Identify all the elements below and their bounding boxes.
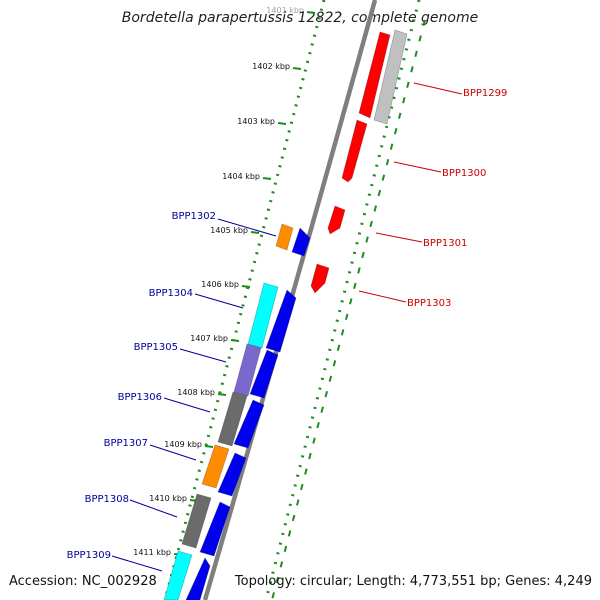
label-leader [358, 290, 407, 303]
tick-mark [292, 67, 302, 70]
tick-mark [241, 285, 251, 288]
tick-mark [250, 231, 260, 234]
map-title: Bordetella parapertussis 12822, complete… [121, 10, 479, 26]
reverse-gene-label[interactable]: BPP1307 [104, 438, 148, 449]
accession-text: Accession: NC_002928 [9, 574, 157, 589]
inner-dotted-guide [163, 0, 326, 600]
gene-bpp1307[interactable] [217, 452, 247, 497]
outer-dashed-guide [271, 19, 426, 600]
topology-text: Topology: circular; Length: 4,773,551 bp… [234, 574, 592, 589]
label-leader [194, 293, 244, 309]
reverse-gene-label[interactable]: BPP1302 [172, 211, 216, 222]
gene-bpp1304[interactable] [265, 289, 297, 353]
reverse-gene-label[interactable]: BPP1304 [149, 288, 193, 299]
label-leader [413, 82, 463, 95]
gene-bpp1306-partner[interactable] [217, 391, 248, 447]
reverse-gene-label[interactable]: BPP1309 [67, 550, 111, 561]
reverse-gene-label[interactable]: BPP1306 [118, 392, 162, 403]
gene-bpp1303[interactable] [310, 263, 330, 294]
gene-bpp1309[interactable] [185, 557, 211, 600]
gene-labels: BPP1299 BPP1300 BPP1301 BPP1303 BPP1302 BPP13… [67, 82, 507, 572]
label-leader [393, 161, 442, 173]
tick-label: 1405 kbp [210, 226, 248, 235]
gene-bpp1299[interactable] [358, 31, 391, 119]
gene-bpp1305-partner[interactable] [233, 343, 262, 397]
reverse-gene-label[interactable]: BPP1308 [85, 494, 129, 505]
tick-label: 1410 kbp [149, 494, 187, 503]
forward-gene-label[interactable]: BPP1303 [407, 298, 451, 309]
gene-bpp1299-partner[interactable] [373, 29, 408, 125]
tick-mark [262, 177, 272, 180]
tick-label: 1401 kbp [266, 6, 304, 15]
gene-bpp1306[interactable] [233, 399, 265, 449]
tick-label: 1407 kbp [190, 334, 228, 343]
tick-label: 1402 kbp [252, 62, 290, 71]
gene-bpp1302[interactable] [291, 227, 311, 257]
forward-gene-label[interactable]: BPP1300 [442, 168, 486, 179]
gene-bpp1308[interactable] [199, 501, 231, 557]
dotted-guides [163, 0, 426, 600]
gene-bpp1304-partner[interactable] [247, 282, 279, 349]
gene-bpp1305[interactable] [249, 349, 279, 399]
tick-label: 1404 kbp [222, 172, 260, 181]
tick-mark [217, 393, 227, 396]
gene-bpp1309-partner[interactable] [163, 550, 193, 600]
tick-label: 1411 kbp [133, 548, 171, 557]
label-leader [375, 232, 423, 243]
forward-gene-label[interactable]: BPP1301 [423, 238, 467, 249]
tick-ruler: 1401 kbp 1402 kbp 1403 kbp 1404 kbp 1405 kbp… [133, 6, 316, 557]
gene-bpp1301[interactable] [327, 205, 346, 235]
label-leader [163, 397, 211, 413]
tick-mark [277, 122, 287, 125]
label-leader [179, 348, 227, 363]
label-leader [111, 555, 163, 572]
label-leader [129, 499, 178, 518]
gene-features [163, 29, 408, 600]
tick-label: 1403 kbp [237, 117, 275, 126]
tick-mark [204, 445, 214, 448]
tick-label: 1406 kbp [201, 280, 239, 289]
gene-bpp1302-partner[interactable] [275, 223, 294, 251]
tick-label: 1408 kbp [177, 388, 215, 397]
forward-gene-label[interactable]: BPP1299 [463, 88, 507, 99]
reverse-gene-label[interactable]: BPP1305 [134, 342, 178, 353]
label-leader [149, 444, 197, 461]
label-leader [217, 218, 277, 237]
tick-mark [306, 11, 316, 14]
gene-bpp1300[interactable] [341, 119, 368, 183]
gene-bpp1308-partner[interactable] [181, 493, 212, 549]
gene-bpp1307-partner[interactable] [201, 444, 230, 489]
tick-label: 1409 kbp [164, 440, 202, 449]
